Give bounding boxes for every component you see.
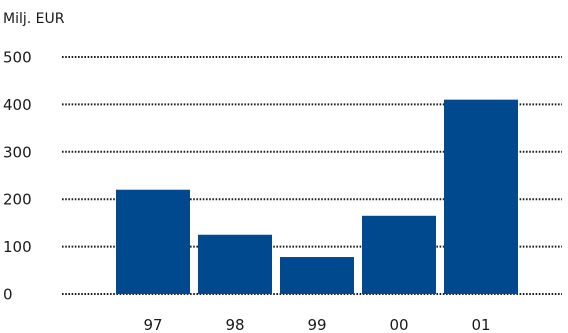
y-tick-label: 300 — [3, 143, 32, 161]
bar-00 — [362, 215, 436, 294]
y-tick-label: 100 — [3, 238, 32, 256]
y-tick-label: 0 — [3, 286, 13, 304]
bar-99 — [280, 257, 354, 294]
x-tick-label: 99 — [307, 316, 326, 333]
x-tick-labels: 97 98 99 00 01 — [143, 316, 490, 333]
x-tick-label: 01 — [471, 316, 490, 333]
y-axis-unit-label: Milj. EUR — [3, 11, 65, 27]
x-tick-label: 00 — [389, 316, 408, 333]
bar-97 — [116, 189, 190, 294]
x-tick-label: 98 — [225, 316, 244, 333]
y-tick-label: 500 — [3, 49, 32, 67]
bars — [116, 99, 518, 294]
y-tick-label: 400 — [3, 96, 32, 114]
y-tick-label: 200 — [3, 191, 32, 209]
x-tick-label: 97 — [143, 316, 162, 333]
bar-01 — [444, 99, 518, 294]
y-tick-labels: 0 100 200 300 400 500 — [3, 49, 32, 304]
bar-98 — [198, 234, 272, 294]
